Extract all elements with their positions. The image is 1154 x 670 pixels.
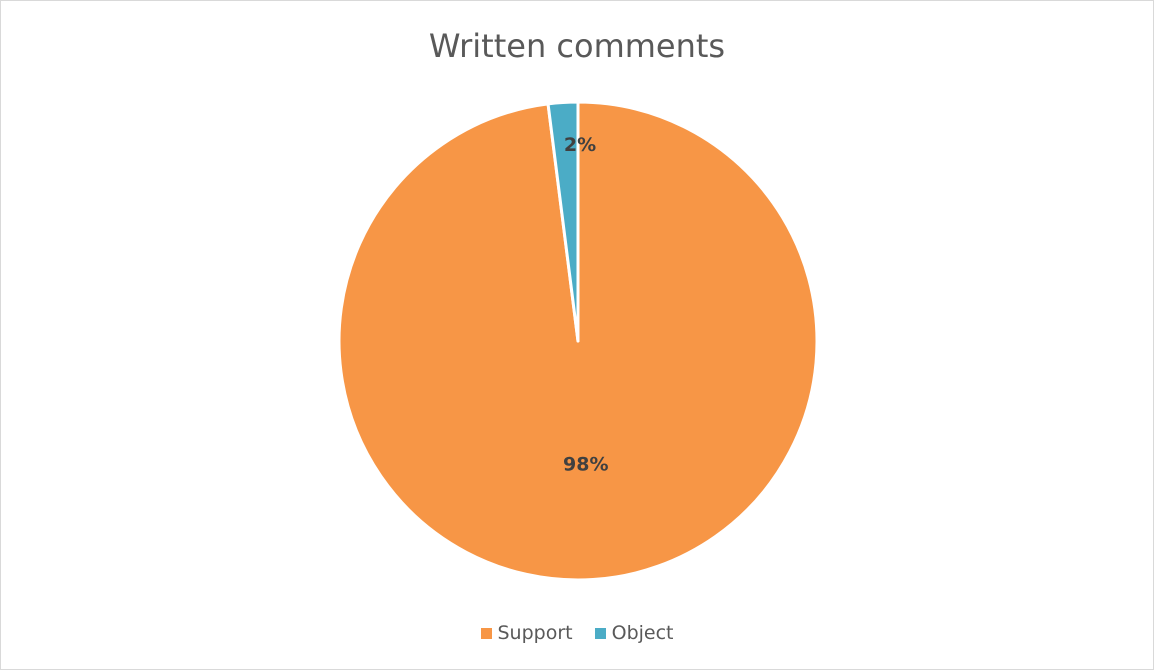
legend-swatch-support (480, 627, 492, 639)
chart-title: Written comments (428, 27, 726, 65)
data-label-object: 2% (564, 134, 596, 156)
legend-label-object: Object (611, 622, 674, 644)
pie-labels: 98% 2% (563, 134, 608, 476)
legend-label-support: Support (497, 622, 573, 644)
pie-slice-object (546, 100, 580, 343)
legend-item-support: Support (480, 622, 573, 644)
pie-slices (337, 100, 819, 582)
legend: Support Object (1, 622, 1153, 644)
data-label-support: 98% (563, 454, 608, 476)
legend-swatch-object (594, 627, 606, 639)
legend-item-object: Object (594, 622, 674, 644)
